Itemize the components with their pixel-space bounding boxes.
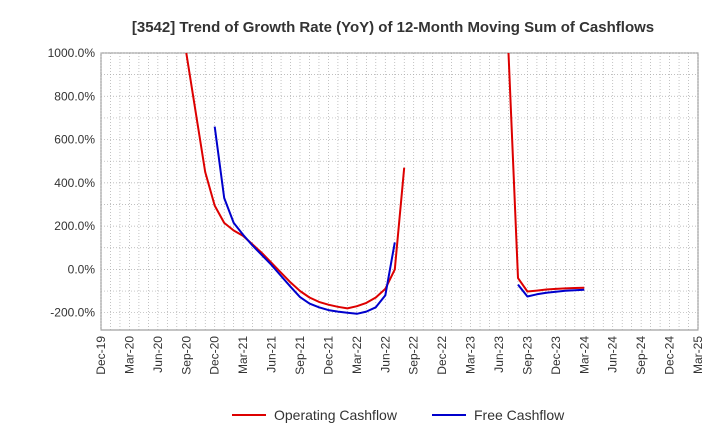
x-tick-label: Dec-19 [94, 336, 108, 375]
x-tick-label: Dec-20 [208, 336, 222, 375]
x-tick-label: Dec-21 [321, 336, 335, 375]
x-axis-ticks: Dec-19 Mar-20 Jun-20 Sep-20 Dec-20 Mar-21 Jun-… [94, 336, 705, 375]
x-tick-label: Mar-20 [122, 336, 136, 374]
legend-label-operating-cashflow: Operating Cashflow [274, 407, 398, 423]
x-tick-label: Mar-21 [236, 336, 250, 374]
y-tick-label: 0.0% [68, 262, 96, 276]
x-tick-label: Sep-21 [293, 336, 307, 375]
x-tick-label: Jun-23 [492, 336, 506, 373]
x-tick-label: Mar-22 [350, 336, 364, 374]
series-lines [185, 52, 585, 315]
y-tick-label: 800.0% [54, 89, 95, 103]
series-line-free-cashflow [517, 283, 585, 298]
legend: Operating Cashflow Free Cashflow [232, 407, 565, 423]
series-line-operating-cashflow [507, 52, 585, 293]
x-tick-label: Sep-22 [407, 336, 421, 375]
x-tick-label: Jun-21 [265, 336, 279, 373]
x-tick-label: Dec-22 [435, 336, 449, 375]
x-tick-label: Jun-20 [151, 336, 165, 373]
x-tick-label: Sep-20 [179, 336, 193, 375]
x-tick-label: Sep-23 [520, 336, 534, 375]
y-axis-ticks: 1000.0% 800.0% 600.0% 400.0% 200.0% 0.0% -200.… [48, 46, 96, 320]
series-line-free-cashflow [213, 126, 396, 315]
y-tick-label: -200.0% [50, 306, 95, 320]
x-tick-label: Mar-25 [691, 336, 705, 374]
plot-area [100, 52, 699, 331]
x-tick-label: Jun-24 [606, 336, 620, 373]
x-tick-label: Mar-23 [464, 336, 478, 374]
x-tick-label: Mar-24 [577, 336, 591, 374]
y-tick-label: 1000.0% [48, 46, 96, 60]
y-tick-label: 200.0% [54, 219, 95, 233]
x-tick-label: Sep-24 [634, 336, 648, 375]
series-line-operating-cashflow [185, 52, 406, 310]
x-tick-label: Jun-22 [378, 336, 392, 373]
legend-label-free-cashflow: Free Cashflow [474, 407, 565, 423]
y-tick-label: 600.0% [54, 133, 95, 147]
x-tick-label: Dec-24 [663, 336, 677, 375]
chart-title: [3542] Trend of Growth Rate (YoY) of 12-… [132, 19, 654, 36]
y-tick-label: 400.0% [54, 176, 95, 190]
x-tick-label: Dec-23 [549, 336, 563, 375]
